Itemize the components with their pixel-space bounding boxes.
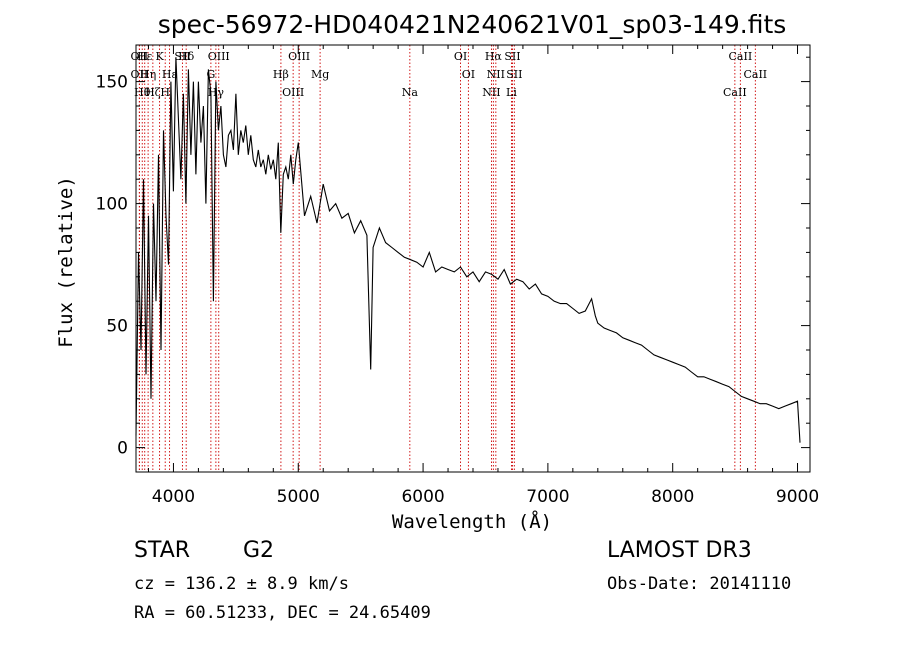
line-label-1: OII — [131, 68, 149, 81]
x-tick-label-1: 5000 — [277, 487, 320, 507]
line-label-5: Hζ — [145, 86, 161, 99]
y-tick-label-0: 0 — [117, 439, 128, 459]
line-label-20: OI — [462, 68, 475, 81]
line-label-8: Hε — [162, 68, 178, 81]
line-label-15: OIII — [282, 86, 304, 99]
y-tick-label-3: 150 — [96, 73, 128, 93]
y-axis-label: Flux (relative) — [55, 176, 77, 348]
x-tick-label-0: 4000 — [152, 487, 195, 507]
line-label-3: Hε — [137, 50, 153, 63]
object-type: STAR — [134, 538, 191, 563]
subclass: G2 — [243, 538, 275, 563]
emission-line-labels: OIIOIIHθHεHηHζKHHεSIIHδGHγOIIIHβOIIIOIII… — [131, 50, 768, 99]
line-label-16: OIII — [288, 50, 310, 63]
line-label-28: CaII — [729, 50, 753, 63]
plot-frame — [135, 44, 811, 473]
redshift-cz: cz = 136.2 ± 8.9 km/s — [134, 574, 349, 594]
line-label-10: Hδ — [178, 50, 195, 63]
line-label-2: Hθ — [134, 86, 151, 99]
line-label-27: CaII — [723, 86, 747, 99]
survey-name: LAMOST DR3 — [607, 538, 752, 563]
y-tick-label-1: 50 — [106, 317, 128, 337]
chart-title: spec-56972-HD040421N240621V01_sp03-149.f… — [158, 10, 787, 39]
line-label-23: NII — [487, 68, 505, 81]
x-tick-label-4: 8000 — [651, 487, 694, 507]
line-label-21: NII — [482, 86, 500, 99]
line-label-9: SII — [174, 50, 190, 63]
emission-line-markers — [138, 45, 756, 472]
y-tick-label-2: 100 — [96, 195, 128, 215]
line-label-4: Hη — [140, 68, 156, 81]
x-axis-ticks: 4000 5000 6000 7000 8000 9000 — [147, 45, 819, 507]
line-label-13: OIII — [208, 50, 230, 63]
line-label-6: K — [155, 50, 164, 63]
line-label-25: SII — [504, 50, 520, 63]
line-label-0: OII — [131, 50, 149, 63]
line-label-7: H — [160, 86, 170, 99]
line-label-14: Hβ — [273, 68, 289, 81]
line-label-26: SII — [506, 68, 522, 81]
x-tick-label-2: 6000 — [401, 487, 444, 507]
obs-date: Obs-Date: 20141110 — [607, 574, 792, 594]
ra-dec: RA = 60.51233, DEC = 24.65409 — [134, 603, 431, 623]
line-label-22: Hα — [485, 50, 503, 63]
line-label-18: Na — [402, 86, 419, 99]
x-tick-label-5: 9000 — [776, 487, 819, 507]
line-label-29: CaII — [743, 68, 767, 81]
spectrum-series-line — [135, 57, 801, 443]
line-label-24: Li — [506, 86, 517, 99]
x-tick-label-3: 7000 — [526, 487, 569, 507]
line-label-11: G — [206, 68, 215, 81]
line-label-19: OI — [454, 50, 467, 63]
x-axis-label: Wavelength (Å) — [392, 510, 552, 533]
y-axis-ticks: 0 50 100 150 — [96, 56, 810, 473]
line-label-17: Mg — [311, 68, 329, 81]
